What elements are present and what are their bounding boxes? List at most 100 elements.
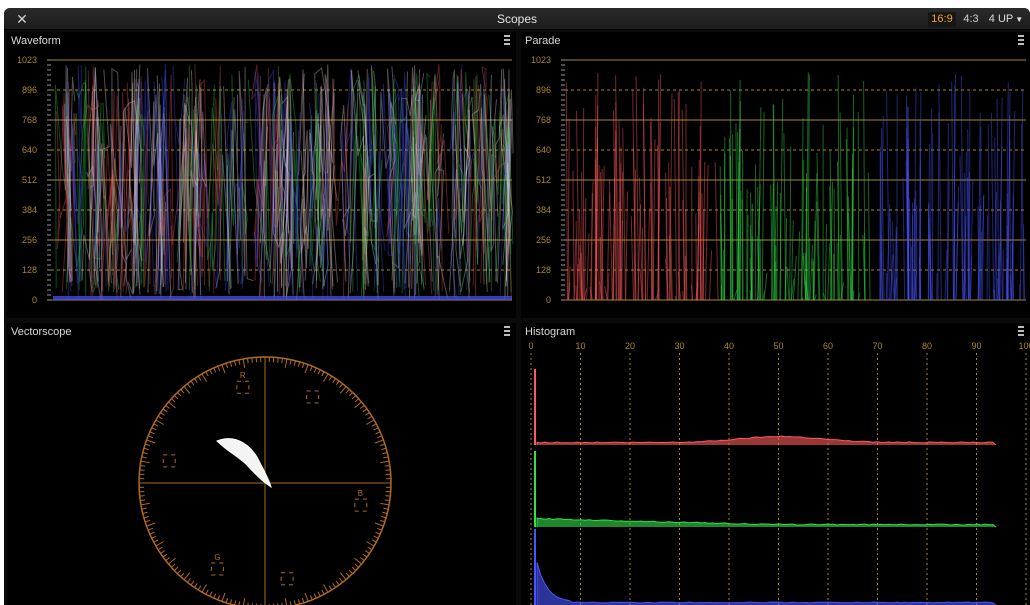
histogram-channel — [536, 562, 997, 605]
parade-plot: 1023 896 768 640 512 384 256 128 0 — [531, 55, 1026, 305]
vectorscope-tick — [379, 519, 385, 523]
waveform-traces — [53, 64, 514, 301]
waveform-trace — [271, 65, 280, 297]
waveform-menu-icon[interactable] — [504, 35, 512, 47]
parade-trace — [1011, 110, 1016, 301]
vectorscope-tick — [313, 593, 317, 599]
vectorscope-tick — [321, 589, 325, 595]
waveform-trace — [343, 69, 354, 299]
waveform-trace — [366, 73, 378, 284]
waveform-trace — [471, 83, 485, 285]
parade-trace — [599, 168, 603, 301]
close-icon[interactable]: ✕ — [16, 11, 28, 27]
parade-trace — [1009, 115, 1012, 301]
waveform-trace — [420, 133, 433, 282]
parade-trace — [622, 127, 626, 301]
parade-trace — [586, 233, 590, 301]
vectorscope-tick — [381, 515, 387, 519]
waveform-trace — [157, 83, 167, 294]
parade-trace — [886, 204, 891, 301]
waveform-trace — [268, 69, 277, 299]
waveform-trace — [505, 89, 514, 281]
vectorscope-tick — [332, 583, 336, 588]
parade-trace — [621, 172, 624, 301]
waveform-trace — [311, 125, 322, 282]
waveform-trace — [133, 70, 143, 289]
parade-trace — [750, 268, 753, 301]
ratio-4-3-button[interactable]: 4:3 — [963, 13, 979, 25]
waveform-trace — [206, 107, 219, 291]
vectorscope-tick — [365, 412, 370, 416]
waveform-plot: 1023 896 768 640 512 384 256 128 0 — [17, 55, 514, 305]
parade-trace — [1011, 209, 1014, 301]
waveform-trace — [309, 82, 325, 288]
waveform-trace — [344, 68, 358, 291]
vectorscope-tick — [367, 415, 373, 420]
title-bar: ✕ Scopes 16:9 4:3 4 UP ▼ — [4, 8, 1030, 30]
parade-trace — [881, 128, 885, 301]
waveform-trace — [115, 142, 130, 288]
waveform-trace — [158, 76, 168, 295]
parade-trace — [666, 198, 669, 301]
histogram-tick-label: 40 — [724, 341, 734, 351]
parade-trace — [678, 90, 680, 301]
waveform-trace — [111, 67, 127, 287]
parade-trace — [913, 199, 915, 301]
waveform-trace — [119, 82, 133, 290]
vectorscope-tick — [149, 431, 155, 435]
vectorscope-menu-icon[interactable] — [504, 326, 512, 338]
waveform-trace — [318, 87, 329, 298]
parade-trace — [742, 150, 744, 301]
waveform-trace — [289, 73, 300, 288]
parade-trace — [857, 292, 860, 301]
waveform-trace — [133, 64, 141, 295]
parade-trace — [696, 224, 700, 301]
histogram-channel — [536, 435, 997, 446]
parade-trace — [902, 177, 906, 301]
parade-menu-icon[interactable] — [1018, 35, 1026, 47]
parade-trace — [756, 235, 760, 301]
vectorscope-tick — [205, 589, 209, 595]
parade-trace — [999, 200, 1003, 301]
waveform-trace — [228, 94, 242, 295]
parade-trace — [749, 225, 753, 301]
vectorscope-tick — [140, 502, 150, 506]
parade-trace — [595, 137, 599, 301]
waveform-trace — [340, 105, 350, 282]
parade-trace — [630, 215, 634, 301]
waveform-trace — [199, 113, 223, 288]
parade-trace — [977, 206, 980, 301]
waveform-trace — [255, 88, 270, 287]
waveform-trace — [499, 87, 510, 295]
waveform-title: Waveform — [11, 35, 61, 47]
parade-trace — [863, 81, 866, 301]
waveform-trace — [276, 100, 289, 289]
vectorscope-tick — [277, 603, 279, 605]
ratio-16-9-button[interactable]: 16:9 — [928, 12, 956, 27]
parade-trace — [572, 170, 575, 301]
waveform-trace — [483, 74, 492, 283]
waveform-trace — [192, 130, 202, 296]
parade-trace — [990, 112, 995, 301]
parade-trace — [960, 75, 964, 301]
parade-trace — [847, 196, 852, 301]
histogram-menu-icon[interactable] — [1018, 326, 1026, 338]
waveform-trace — [380, 83, 392, 293]
vectorscope-tick — [174, 566, 179, 571]
vectorscope-tick — [213, 367, 217, 373]
parade-trace — [816, 201, 820, 301]
waveform-trace — [101, 102, 116, 293]
parade-trace — [896, 231, 898, 301]
vectorscope-tick — [328, 375, 333, 381]
vectorscope-tick — [301, 363, 305, 369]
layout-dropdown[interactable]: 4 UP ▼ — [986, 12, 1026, 27]
parade-trace — [928, 235, 931, 301]
parade-trace — [1021, 124, 1025, 301]
vectorscope-tick — [317, 369, 321, 375]
vectorscope-tick — [177, 569, 182, 574]
parade-trace — [947, 181, 950, 301]
parade-trace — [665, 172, 668, 301]
waveform-trace — [227, 97, 239, 285]
parade-trace — [807, 74, 810, 301]
waveform-trace — [387, 93, 397, 290]
